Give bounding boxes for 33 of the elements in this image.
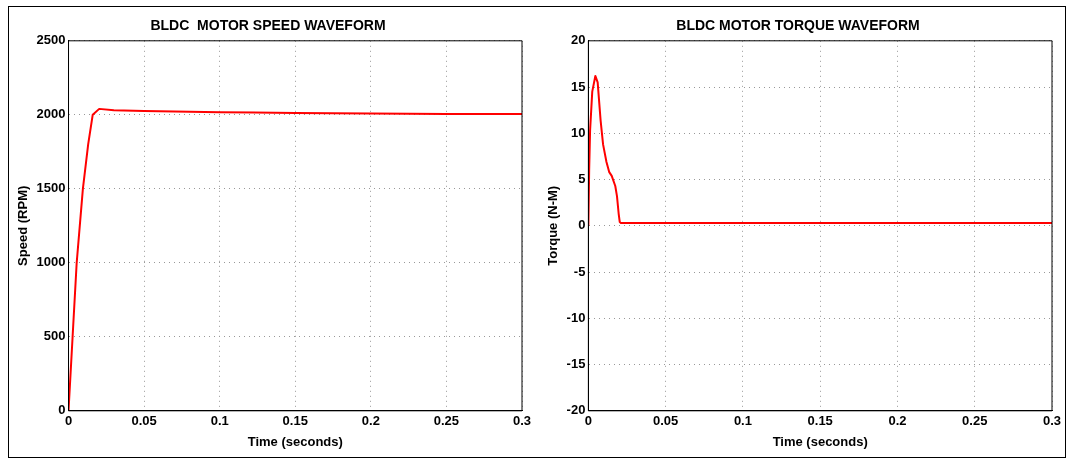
x-tick-label: 0.15 <box>807 413 833 429</box>
y-tick-label: 15 <box>570 78 586 94</box>
x-tick-label: 0.1 <box>210 413 229 429</box>
x-tick-label: 0.05 <box>131 413 157 429</box>
x-tick-label: 0.2 <box>888 413 907 429</box>
y-tick-label: -5 <box>573 263 586 279</box>
y-tick-label: 1000 <box>36 254 66 270</box>
y-axis-title: Speed (RPM) <box>15 185 31 266</box>
y-tick-label: -15 <box>566 356 586 372</box>
x-tick-label: 0.15 <box>282 413 308 429</box>
x-axis-title: Time (seconds) <box>772 433 868 449</box>
y-tick-label: 0 <box>578 217 586 233</box>
y-tick-label: 0 <box>58 402 66 418</box>
y-tick-label: 2000 <box>36 106 66 122</box>
x-tick-label: 0.3 <box>1042 413 1062 429</box>
x-tick-label: 0.1 <box>733 413 752 429</box>
x-tick-label: 0.05 <box>653 413 679 429</box>
y-tick-label: 5 <box>578 171 586 187</box>
y-tick-label: 20 <box>570 32 586 48</box>
y-tick-label: 2500 <box>36 32 66 48</box>
x-tick-label: 0.3 <box>512 413 532 429</box>
y-tick-label: 10 <box>570 124 586 140</box>
y-tick-label: 500 <box>43 328 66 344</box>
chart-title: BLDC MOTOR SPEED WAVEFORM <box>150 17 386 34</box>
x-tick-label: 0.25 <box>433 413 460 429</box>
y-tick-label: -10 <box>566 309 586 325</box>
y-axis-title: Torque (N-M) <box>545 185 561 266</box>
x-axis-title: Time (seconds) <box>247 433 343 449</box>
x-tick-label: 0.2 <box>361 413 380 429</box>
y-tick-label: -20 <box>566 402 586 418</box>
y-tick-label: 1500 <box>36 180 66 196</box>
x-tick-label: 0.25 <box>962 413 988 429</box>
chart-title: BLDC MOTOR TORQUE WAVEFORM <box>676 17 920 34</box>
